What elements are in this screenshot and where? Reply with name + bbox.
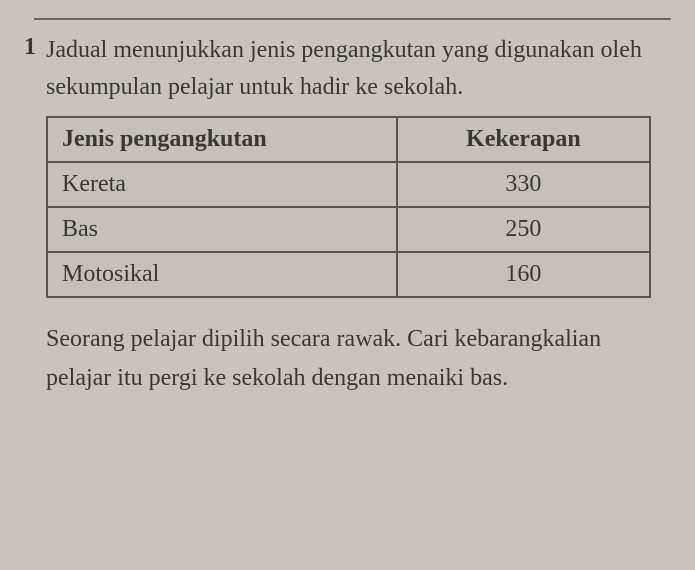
question-content: Jadual menunjukkan jenis pengangkutan ya… (46, 32, 671, 397)
table-row: Motosikal 160 (47, 252, 650, 297)
transport-table: Jenis pengangkutan Kekerapan Kereta 330 … (46, 116, 651, 298)
table-row: Kereta 330 (47, 162, 650, 207)
col-header-transport: Jenis pengangkutan (47, 117, 397, 162)
cell-frequency: 160 (397, 252, 650, 297)
cell-frequency: 250 (397, 207, 650, 252)
col-header-frequency: Kekerapan (397, 117, 650, 162)
cell-frequency: 330 (397, 162, 650, 207)
table-row: Bas 250 (47, 207, 650, 252)
question-intro: Jadual menunjukkan jenis pengangkutan ya… (46, 32, 671, 106)
section-top-border (34, 18, 671, 20)
table-header-row: Jenis pengangkutan Kekerapan (47, 117, 650, 162)
question-number: 1 (24, 32, 36, 397)
cell-transport: Bas (47, 207, 397, 252)
question-wrapper: 1 Jadual menunjukkan jenis pengangkutan … (24, 32, 671, 397)
question-closing: Seorang pelajar dipilih secara rawak. Ca… (46, 320, 671, 397)
cell-transport: Motosikal (47, 252, 397, 297)
cell-transport: Kereta (47, 162, 397, 207)
